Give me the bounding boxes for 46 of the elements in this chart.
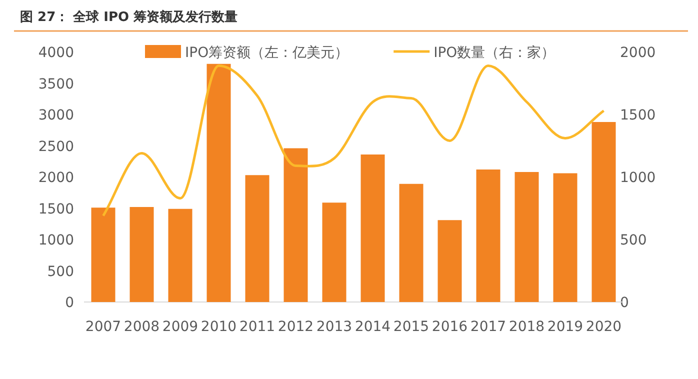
x-tick-label: 2008 (124, 319, 160, 335)
y-tick-label: 3000 (38, 108, 74, 124)
x-tick-label: 2020 (586, 319, 622, 335)
bar (553, 173, 578, 302)
bar (592, 122, 616, 302)
bar (91, 208, 116, 302)
x-tick-label: 2016 (432, 319, 468, 335)
x-tick-label: 2015 (393, 319, 430, 335)
bar (399, 184, 424, 302)
y-tick-label: 4000 (38, 45, 74, 61)
bar (476, 170, 500, 302)
line-series (102, 64, 605, 217)
bar (360, 154, 385, 302)
y2-tick-label: 2000 (620, 45, 656, 61)
bar (206, 64, 231, 302)
bar (284, 148, 308, 302)
bar (322, 202, 346, 302)
bar (438, 220, 462, 302)
bar (168, 208, 192, 302)
x-tick-label: 2019 (547, 319, 584, 335)
x-tick-label: 2011 (239, 319, 276, 335)
x-tick-label: 2017 (470, 319, 506, 335)
x-tick-label: 2009 (162, 319, 198, 335)
bar (514, 172, 539, 302)
y-tick-label: 1000 (38, 232, 74, 248)
y2-tick-label: 1500 (620, 108, 656, 124)
y-tick-label: 2500 (38, 138, 74, 155)
legend-label: IPO数量（右：家） (434, 45, 556, 61)
x-tick-label: 2010 (200, 319, 237, 335)
legend-label: IPO筹资额（左：亿美元） (185, 45, 349, 61)
y-tick-label: 500 (47, 264, 74, 280)
y2-tick-label: 1000 (620, 170, 656, 186)
y-tick-label: 0 (65, 295, 74, 311)
y-tick-label: 2000 (38, 170, 74, 186)
y-tick-label: 1500 (38, 201, 74, 218)
x-tick-label: 2013 (316, 319, 352, 335)
y-tick-label: 3500 (38, 76, 74, 92)
y2-tick-label: 500 (620, 232, 647, 248)
x-tick-label: 2014 (354, 319, 391, 335)
y2-tick-label: 0 (620, 295, 629, 311)
bar (130, 207, 154, 302)
bar (245, 175, 270, 302)
x-tick-label: 2012 (278, 319, 314, 335)
x-tick-label: 2018 (508, 319, 545, 335)
chart-title: 图 27： 全球 IPO 筹资额及发行数量 (20, 9, 238, 25)
x-tick-label: 2007 (85, 319, 122, 335)
